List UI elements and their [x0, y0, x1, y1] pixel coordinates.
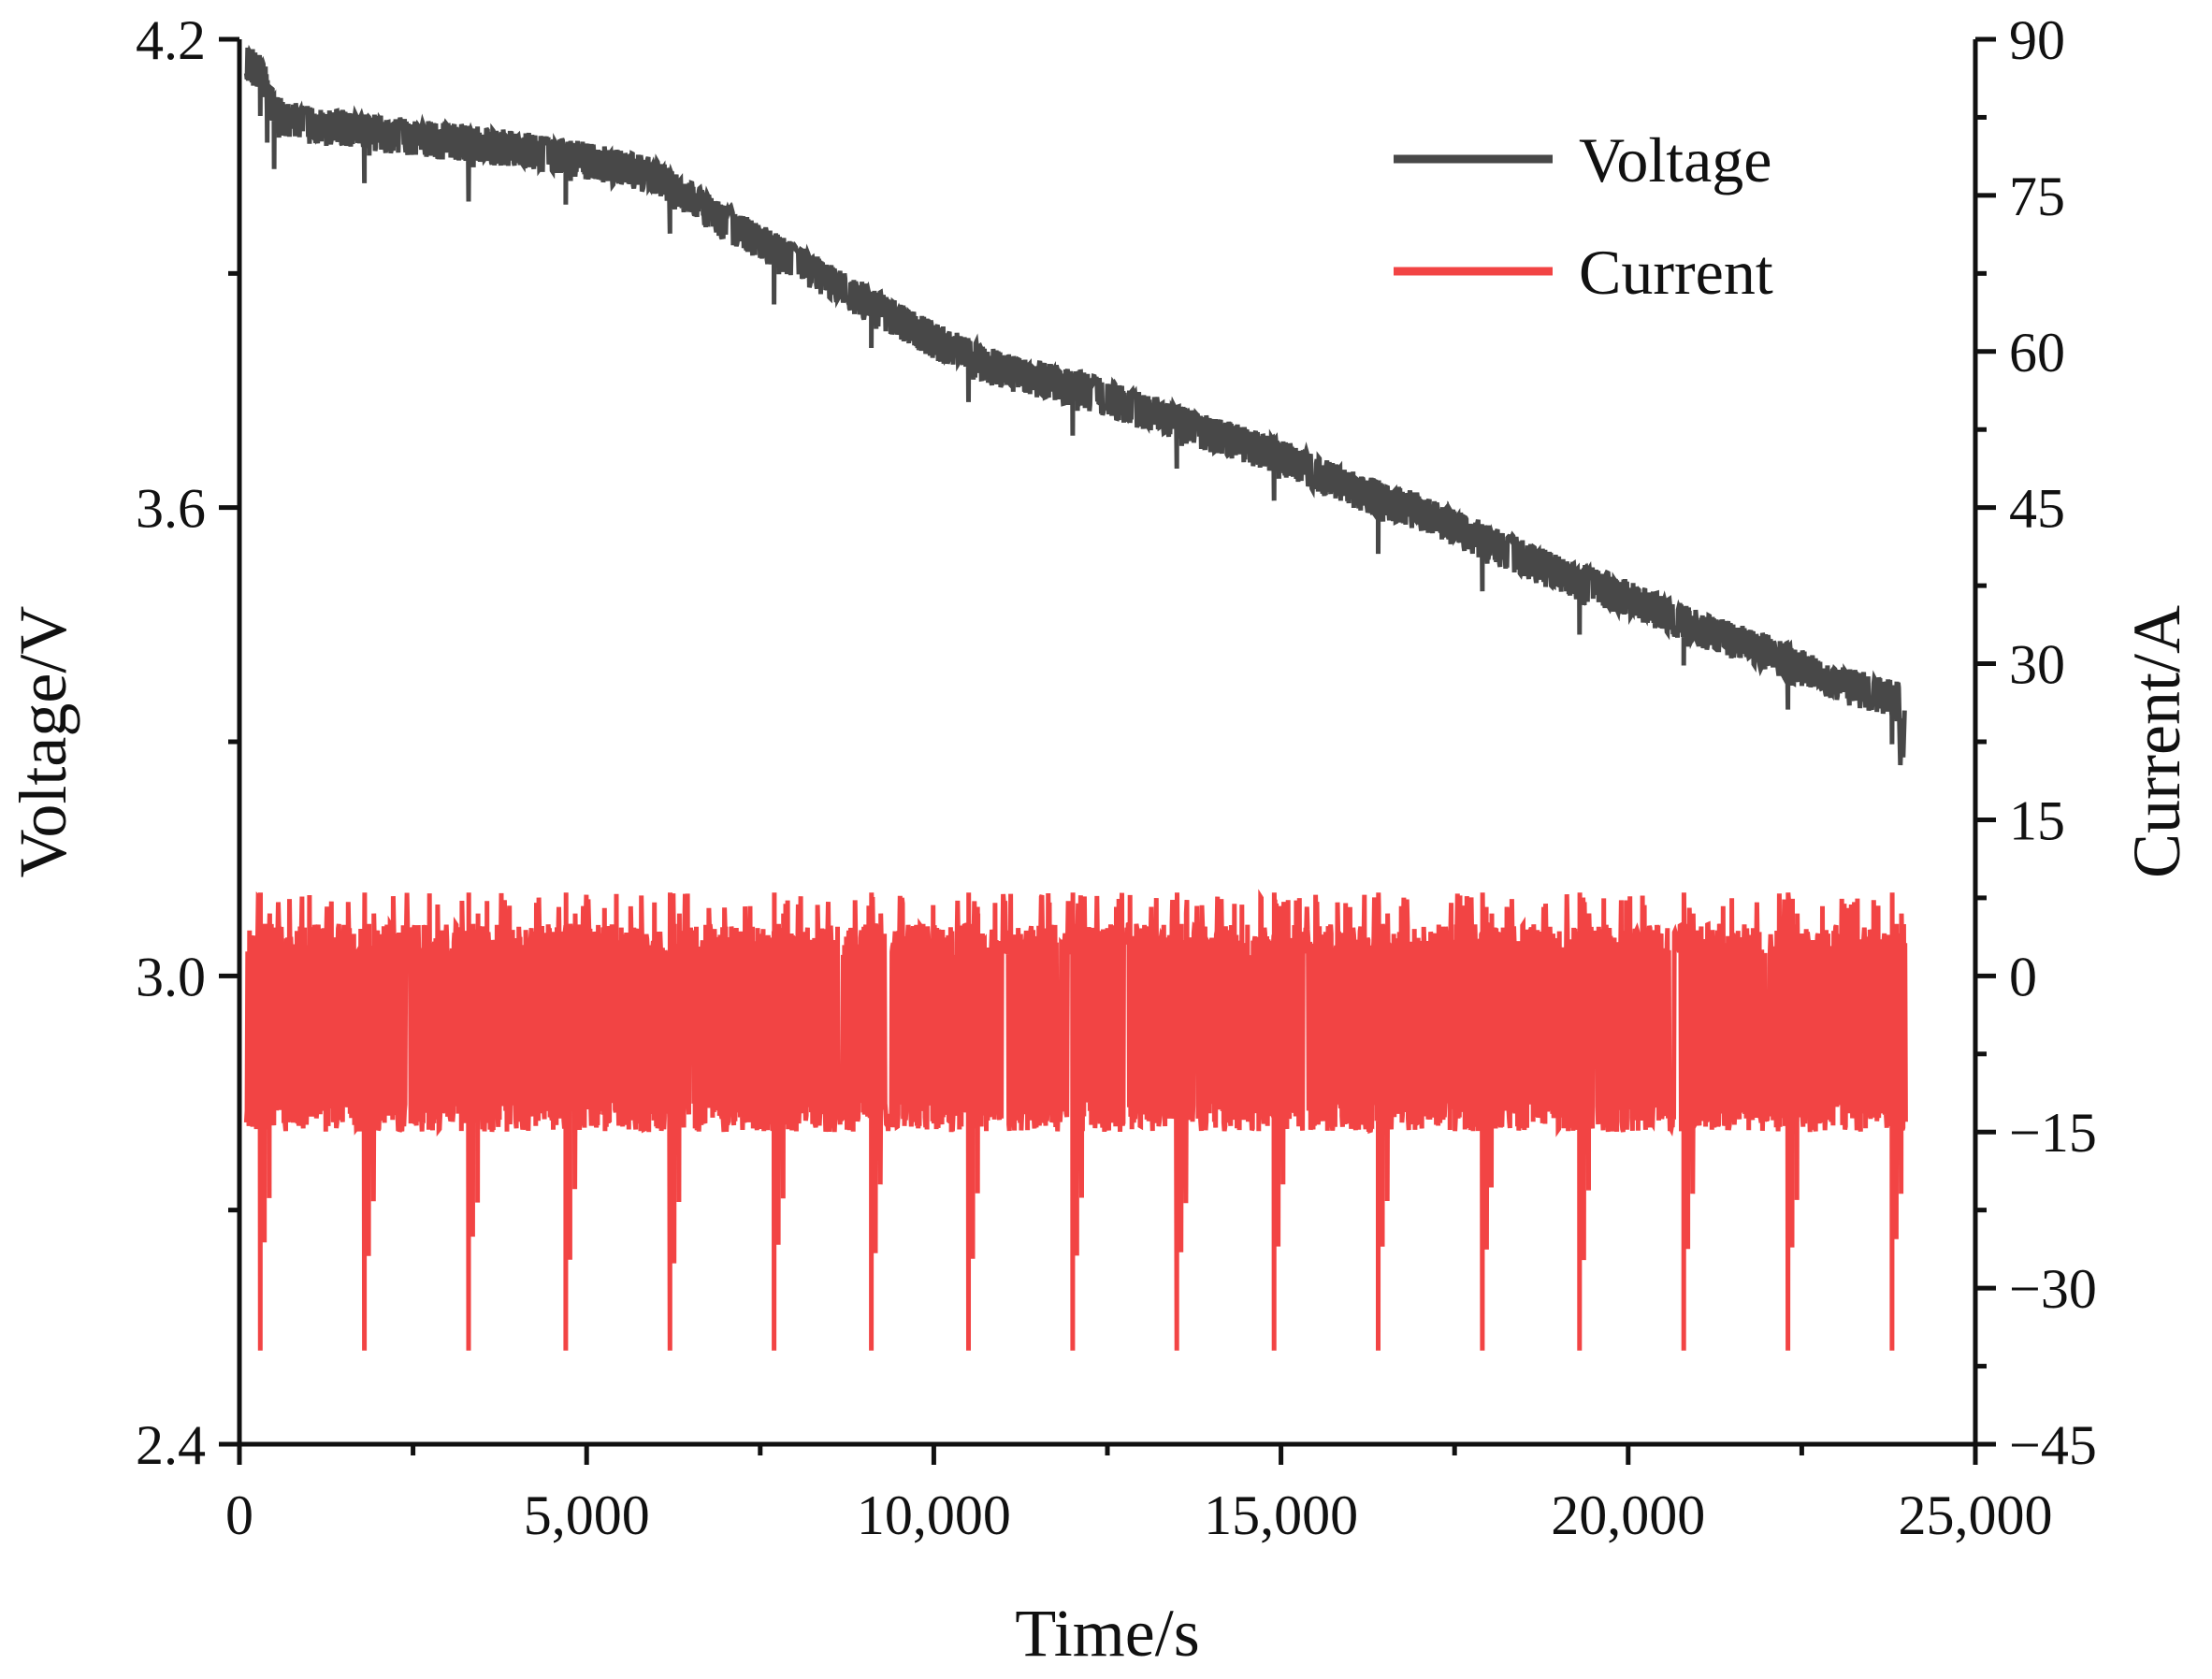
left-y-tick-label: 4.2 — [136, 9, 206, 71]
x-tick-label: 5,000 — [524, 1484, 650, 1546]
right-y-tick-label: 0 — [2009, 946, 2037, 1007]
legend-label-current: Current — [1579, 237, 1773, 308]
x-axis-title: Time/s — [1015, 1596, 1199, 1671]
x-tick-label: 0 — [225, 1484, 253, 1546]
left-y-tick-label: 3.6 — [136, 478, 206, 540]
right-y-tick-label: 45 — [2009, 478, 2065, 540]
right-y-tick-label: −15 — [2009, 1102, 2097, 1164]
x-tick-label: 25,000 — [1899, 1484, 2053, 1546]
left-y-tick-label: 2.4 — [136, 1414, 206, 1476]
right-y-tick-label: 30 — [2009, 634, 2065, 696]
labels-layer: 0 5,000 10,000 15,000 20,000 25,000 2.4 3.0 3.6 4… — [6, 9, 2194, 1671]
x-tick-label: 10,000 — [857, 1484, 1011, 1546]
right-y-tick-label: −45 — [2009, 1414, 2097, 1476]
series-layer — [243, 44, 1908, 1351]
right-y-tick-label: 15 — [2009, 789, 2065, 851]
x-tick-label: 20,000 — [1551, 1484, 1705, 1546]
legend: Voltage Current — [1394, 124, 1773, 308]
left-y-axis-title: Voltage/V — [6, 606, 80, 878]
right-y-tick-label: 90 — [2009, 9, 2065, 71]
right-y-tick-label: 75 — [2009, 166, 2065, 227]
right-y-tick-label: 60 — [2009, 322, 2065, 384]
right-y-tick-label: −30 — [2009, 1258, 2097, 1320]
axes-layer — [219, 36, 1996, 1465]
left-y-tick-label: 3.0 — [136, 946, 206, 1007]
right-y-axis-title: Current/A — [2119, 605, 2194, 878]
legend-label-voltage: Voltage — [1579, 124, 1772, 195]
voltage-series-line — [243, 44, 1907, 766]
current-series-line — [243, 889, 1908, 1351]
x-tick-label: 15,000 — [1204, 1484, 1358, 1546]
